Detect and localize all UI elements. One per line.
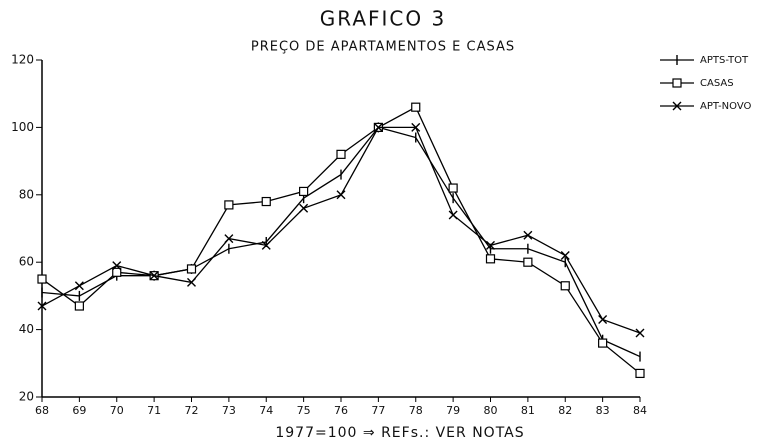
marker <box>598 314 608 324</box>
x-axis-label: 1977=100 ⇒ REFs.: VER NOTAS <box>275 425 524 441</box>
y-tick-label: 60 <box>19 255 34 269</box>
x-tick-label: 83 <box>596 404 610 417</box>
marker <box>37 274 47 284</box>
legend-marker <box>672 101 682 111</box>
marker <box>523 257 533 267</box>
marker <box>560 281 570 291</box>
y-tick-label: 120 <box>11 53 34 67</box>
marker <box>186 264 197 274</box>
marker <box>112 267 122 277</box>
chart-subtitle: PREÇO DE APARTAMENTOS E CASAS <box>251 40 515 55</box>
y-tick-label: 20 <box>19 390 34 404</box>
marker <box>486 240 495 250</box>
chart-title: GRAFICO 3 <box>320 7 446 31</box>
marker <box>448 210 458 220</box>
marker <box>411 122 421 132</box>
x-tick-label: 74 <box>259 404 273 417</box>
y-tick-label: 40 <box>19 322 34 336</box>
y-tick-label: 80 <box>19 187 34 201</box>
x-tick-label: 82 <box>558 404 572 417</box>
marker <box>299 186 309 197</box>
marker <box>37 301 47 311</box>
marker <box>74 281 84 291</box>
marker <box>336 190 346 200</box>
marker <box>635 368 645 379</box>
x-tick-label: 77 <box>371 404 385 417</box>
legend-label: CASAS <box>700 78 734 89</box>
marker <box>224 200 234 210</box>
marker <box>635 328 645 338</box>
marker <box>448 183 458 193</box>
x-tick-label: 73 <box>222 404 236 417</box>
legend-marker <box>672 78 682 88</box>
x-tick-label: 68 <box>35 404 49 417</box>
x-tick-label: 70 <box>110 404 124 417</box>
x-tick-label: 79 <box>446 404 460 417</box>
y-tick-label: 100 <box>11 120 34 134</box>
marker <box>560 250 570 260</box>
x-tick-label: 76 <box>334 404 348 417</box>
x-tick-label: 81 <box>521 404 535 417</box>
series-line <box>41 126 641 358</box>
marker <box>261 196 271 207</box>
legend-label: APTS-TOT <box>700 55 749 66</box>
marker <box>187 277 196 287</box>
marker <box>373 122 383 132</box>
marker <box>74 301 84 311</box>
marker <box>261 240 271 250</box>
x-tick-label: 78 <box>409 404 423 417</box>
marker <box>112 261 122 271</box>
x-tick-label: 71 <box>147 404 161 417</box>
legend-label: APT-NOVO <box>700 101 752 112</box>
x-tick-label: 75 <box>297 404 311 417</box>
x-tick-label: 84 <box>633 404 647 417</box>
marker <box>336 149 346 159</box>
marker <box>299 203 309 213</box>
series-line <box>41 106 641 374</box>
x-tick-label: 72 <box>185 404 199 417</box>
marker <box>224 234 234 244</box>
x-tick-label: 80 <box>484 404 498 417</box>
marker <box>523 230 533 240</box>
marker <box>485 254 496 264</box>
marker <box>411 102 421 112</box>
x-tick-label: 69 <box>72 404 86 417</box>
marker <box>598 338 608 348</box>
marker <box>149 271 159 281</box>
